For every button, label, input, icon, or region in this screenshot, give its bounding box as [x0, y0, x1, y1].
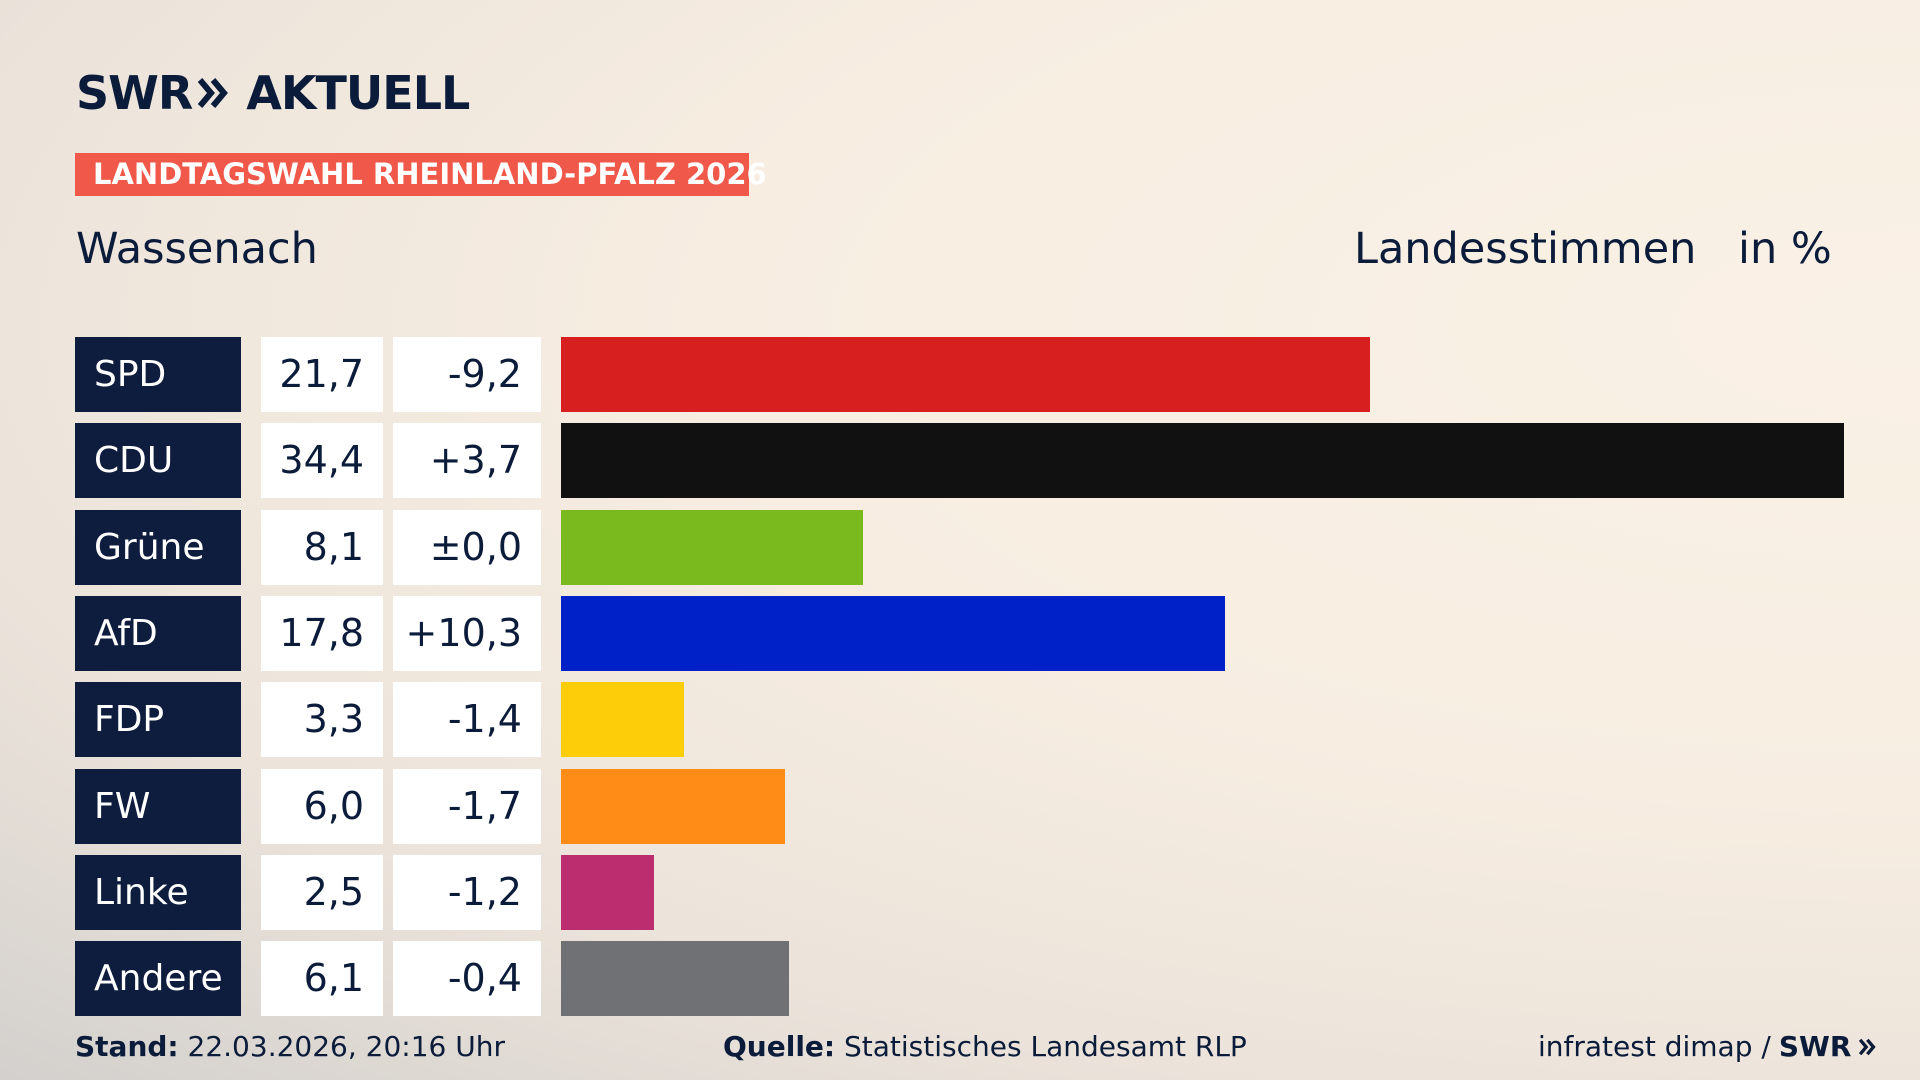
change-label: -1,7 [393, 768, 541, 844]
change-label: +10,3 [393, 595, 541, 671]
change-label: +3,7 [393, 423, 541, 499]
credit-chevrons [1859, 1038, 1877, 1055]
party-label: Linke [75, 854, 241, 930]
bar-row: SPD 21,7 -9,2 [0, 337, 1920, 412]
credit: infratest dimap / SWR [1538, 1030, 1879, 1063]
chart-subtitle: Landesstimmen [1354, 224, 1697, 274]
bar-row: FW 6,0 -1,7 [0, 768, 1920, 844]
bar [561, 768, 785, 844]
bar [561, 509, 864, 585]
source-value: Statistisches Landesamt RLP [844, 1030, 1247, 1063]
bar-row: AfD 17,8 +10,3 [0, 595, 1920, 671]
value-label: 6,1 [261, 941, 383, 1017]
party-label: Grüne [75, 509, 241, 585]
change-label: ±0,0 [393, 509, 541, 585]
bar-row: FDP 3,3 -1,4 [0, 682, 1920, 758]
party-label: AfD [75, 595, 241, 671]
bar-row: CDU 34,4 +3,7 [0, 423, 1920, 499]
value-label: 3,3 [261, 682, 383, 758]
value-label: 34,4 [261, 423, 383, 499]
change-label: -1,2 [393, 854, 541, 930]
bar-row: Andere 6,1 -0,4 [0, 941, 1920, 1017]
stand-label: Stand: [75, 1030, 179, 1063]
bar [561, 682, 685, 758]
stand-value: 22.03.2026, 20:16 Uhr [187, 1030, 505, 1063]
bar [561, 854, 655, 930]
bar-row: Grüne 8,1 ±0,0 [0, 509, 1920, 585]
value-label: 17,8 [261, 595, 383, 671]
bar [561, 337, 1371, 412]
bar-row: Linke 2,5 -1,2 [0, 854, 1920, 930]
stand: Stand: 22.03.2026, 20:16 Uhr [75, 1030, 505, 1063]
bar [561, 941, 789, 1017]
party-label: FDP [75, 682, 241, 758]
party-label: SPD [75, 337, 241, 412]
brand: SWR [76, 66, 193, 120]
value-label: 2,5 [261, 854, 383, 930]
value-label: 6,0 [261, 768, 383, 844]
bar [561, 595, 1225, 671]
value-label: 21,7 [261, 337, 383, 412]
source: Quelle: Statistisches Landesamt RLP [723, 1030, 1247, 1063]
credit-brand: SWR [1778, 1030, 1852, 1063]
logo-chevrons [198, 78, 229, 108]
credit-text: infratest dimap / [1538, 1030, 1771, 1063]
value-label: 8,1 [261, 509, 383, 585]
product: AKTUELL [246, 66, 470, 120]
unit-label: in % [1738, 224, 1832, 274]
logo: SWR AKTUELL [76, 66, 470, 120]
bar [561, 423, 1844, 499]
party-label: Andere [75, 941, 241, 1017]
party-label: FW [75, 768, 241, 844]
party-label: CDU [75, 423, 241, 499]
change-label: -1,4 [393, 682, 541, 758]
change-label: -0,4 [393, 941, 541, 1017]
source-label: Quelle: [723, 1030, 836, 1063]
change-label: -9,2 [393, 337, 541, 412]
chart-title: Wassenach [76, 224, 318, 274]
badge: LANDTAGSWAHL RHEINLAND-PFALZ 2026 [75, 153, 767, 196]
